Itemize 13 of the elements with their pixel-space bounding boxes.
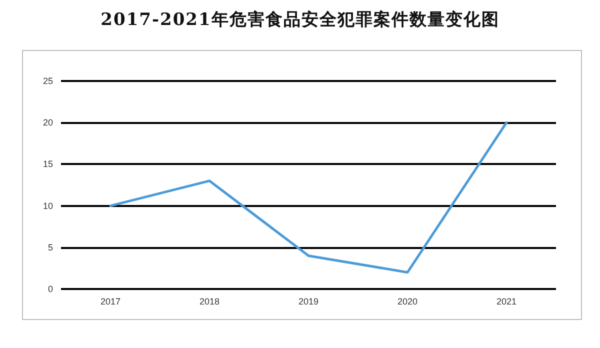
y-tick-label: 25	[42, 76, 53, 86]
line-series	[109, 121, 508, 274]
x-tick-label: 2019	[298, 296, 319, 306]
y-tick-label: 5	[48, 242, 53, 252]
chart-title: 2017-2021年危害食品安全犯罪案件数量变化图	[100, 9, 500, 31]
y-tick-label: 0	[48, 284, 53, 294]
y-tick-label: 20	[42, 118, 53, 128]
x-tick-label: 2018	[199, 296, 220, 306]
y-tick-label: 15	[42, 159, 53, 170]
x-tick-label: 2017	[100, 296, 121, 306]
x-tick-label: 2020	[397, 296, 418, 306]
x-tick-label: 2021	[496, 296, 517, 306]
y-tick-label: 10	[42, 200, 53, 211]
